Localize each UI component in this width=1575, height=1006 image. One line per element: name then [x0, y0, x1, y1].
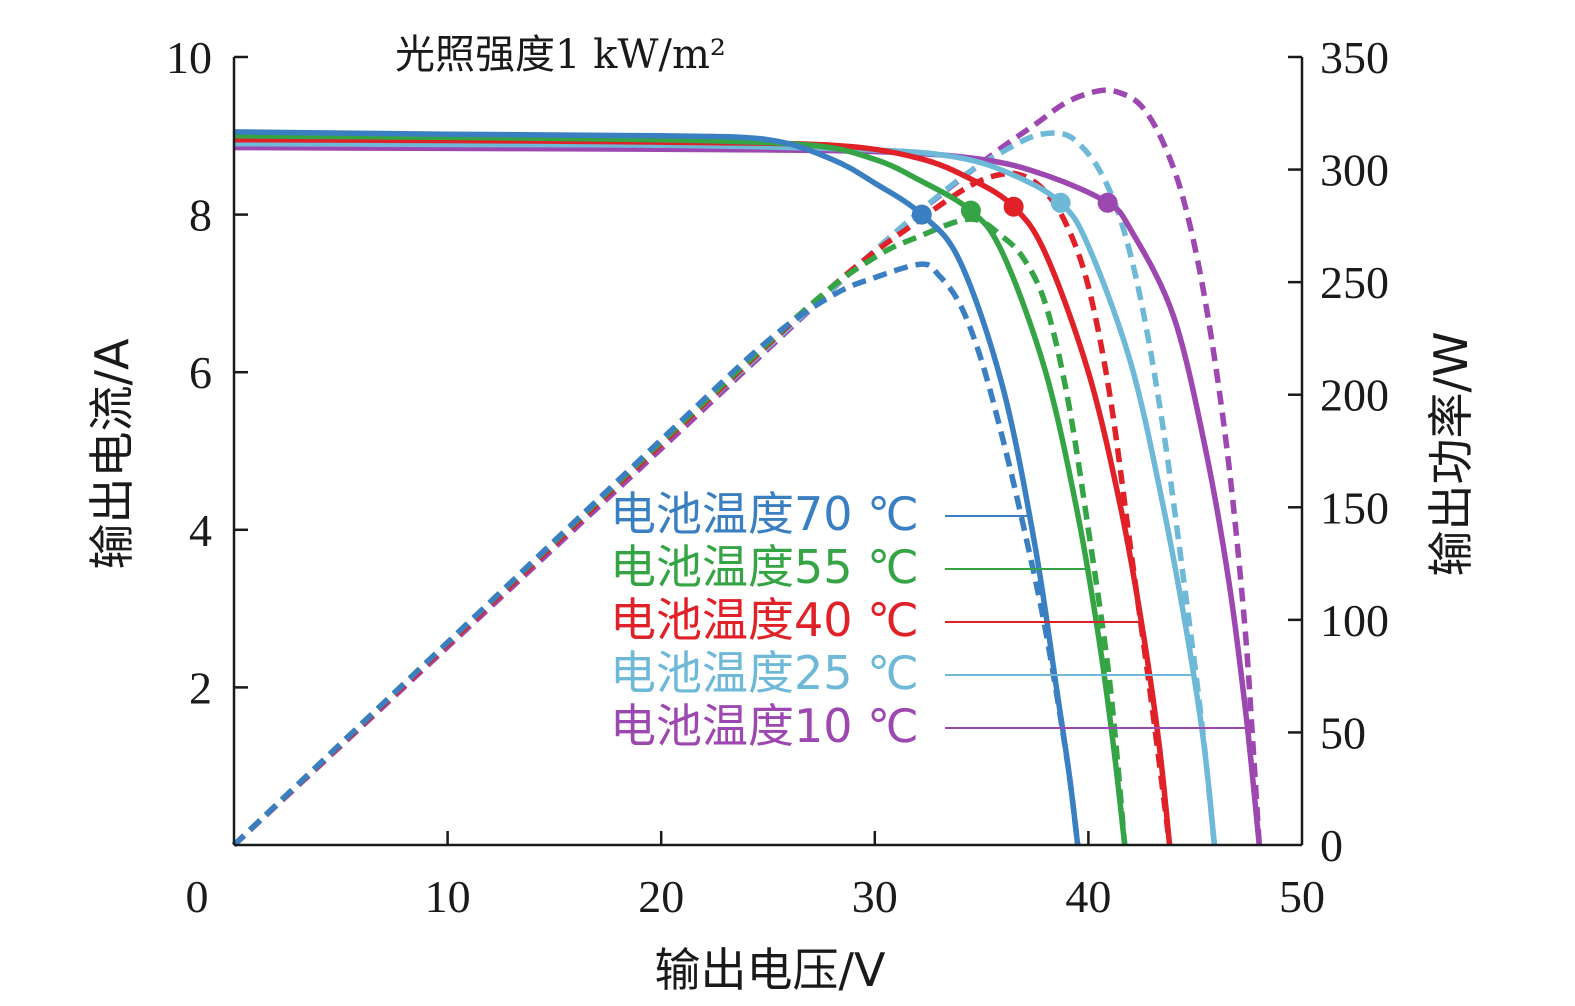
power-curve-10c — [232, 87, 1263, 848]
x-tick-label: 10 — [425, 871, 471, 922]
y-right-tick-label: 300 — [1320, 145, 1389, 196]
y-left-tick-label: 4 — [189, 505, 212, 556]
iv-curve-10c — [233, 144, 1263, 846]
legend-label-10c: 电池温度10 ℃ — [610, 699, 919, 753]
legend-label-40c: 电池温度40 ℃ — [610, 593, 919, 647]
x-tick-label: 0 — [186, 871, 209, 922]
irradiance-annotation: 光照强度1 kW/m² — [395, 32, 726, 78]
x-tick-label: 30 — [852, 871, 898, 922]
legend-label-70c: 电池温度70 ℃ — [610, 487, 919, 541]
x-tick-label: 40 — [1065, 871, 1111, 922]
y-right-tick-label: 250 — [1320, 257, 1389, 308]
x-tick-label: 50 — [1279, 871, 1325, 922]
y-axis-left-title: 输出电流/A — [85, 338, 139, 569]
mpp-marker-40c — [1003, 196, 1024, 217]
y-right-tick-label: 100 — [1320, 595, 1389, 646]
y-right-tick-label: 0 — [1320, 820, 1343, 871]
y-right-tick-label: 200 — [1320, 370, 1389, 421]
mpp-marker-70c — [911, 204, 932, 225]
y-right-tick-label: 150 — [1320, 482, 1389, 533]
y-axis-right-title: 输出功率/W — [1424, 332, 1478, 577]
mpp-marker-55c — [960, 200, 981, 221]
y-right-tick-label: 350 — [1320, 32, 1389, 83]
x-axis-title: 输出电压/V — [655, 943, 886, 997]
y-left-tick-label: 8 — [189, 190, 212, 241]
y-left-tick-label: 2 — [189, 662, 212, 713]
mpp-marker-25c — [1050, 192, 1071, 213]
legend-label-55c: 电池温度55 ℃ — [610, 540, 919, 594]
power-curve-70c — [232, 261, 1081, 847]
axes-layer — [232, 57, 1304, 847]
mpp-marker-10c — [1097, 192, 1118, 213]
y-right-tick-label: 50 — [1320, 707, 1366, 758]
legend-label-25c: 电池温度25 ℃ — [610, 646, 919, 700]
y-left-tick-label: 6 — [189, 347, 212, 398]
x-tick-label: 20 — [638, 871, 684, 922]
mpp-layer — [911, 192, 1118, 225]
y-left-tick-label: 10 — [166, 32, 212, 83]
